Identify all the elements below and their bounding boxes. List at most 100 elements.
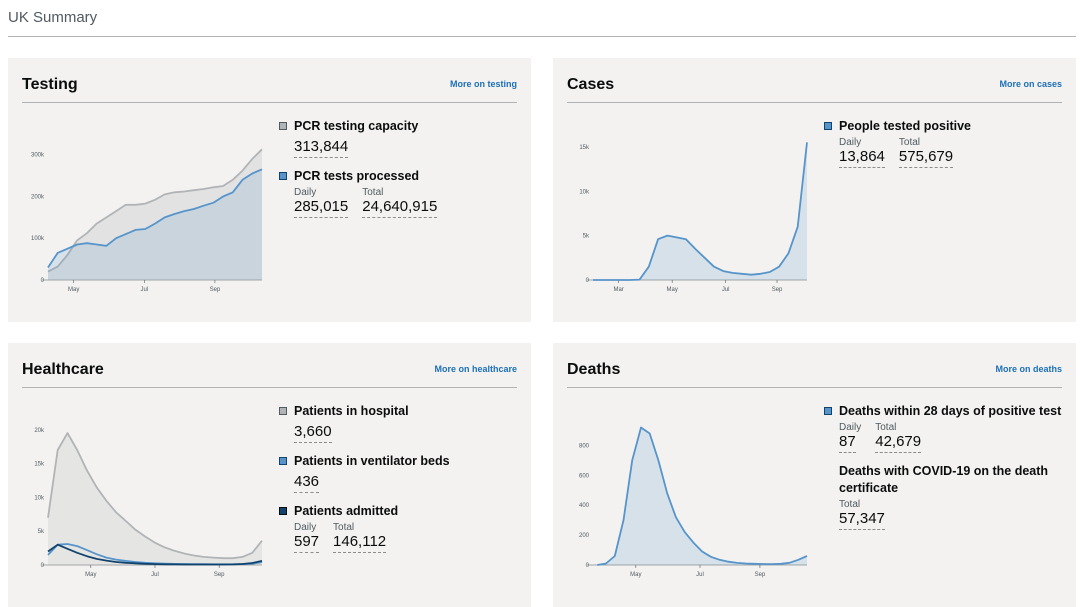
y-tick-label: 200 — [579, 533, 590, 539]
total-label: Total — [839, 499, 861, 510]
y-tick-label: 5k — [583, 234, 590, 240]
x-tick-label: May — [68, 287, 79, 293]
x-tick-label: Jul — [140, 287, 148, 293]
series-line — [593, 142, 808, 281]
metric-label: PCR tests processed — [294, 169, 420, 183]
grey-legend-swatch-icon — [279, 407, 287, 415]
x-tick-label: Sep — [772, 287, 783, 293]
x-tick-label: Mar — [614, 287, 624, 293]
total-label: Total — [362, 187, 384, 198]
y-tick-label: 400 — [579, 503, 590, 509]
daily-label: Daily — [839, 422, 862, 433]
series-area — [48, 433, 262, 565]
cases-card-header: Cases More on cases — [567, 74, 1062, 103]
metric-label: Patients in ventilator beds — [294, 454, 450, 468]
total-label: Total — [898, 137, 921, 148]
total-label: Total — [875, 422, 897, 433]
x-tick-label: Jul — [696, 572, 704, 578]
metric-people-tested-positive: People tested positive Daily 13,864 Total… — [824, 118, 1069, 168]
series-line — [47, 168, 263, 268]
x-tick-label: Sep — [214, 572, 225, 578]
healthcare-title: Healthcare — [22, 361, 104, 378]
metric-patients-admitted: Patients admitted Daily 597 Total 146,112 — [279, 503, 524, 553]
y-tick-label: 0 — [41, 563, 45, 569]
metric-label: PCR testing capacity — [294, 119, 419, 133]
total-label: Total — [333, 522, 355, 533]
daily-value[interactable]: 597 — [294, 533, 320, 553]
series-line — [47, 543, 263, 566]
daily-label: Daily — [839, 137, 862, 148]
series-area — [593, 142, 807, 280]
blue-legend-swatch-icon — [279, 172, 287, 180]
total-value[interactable]: 57,347 — [839, 510, 885, 530]
cases-chart[interactable]: 0 5k 10k 15k Mar May Jul Sep — [569, 130, 809, 305]
y-tick-label: 5k — [38, 529, 45, 535]
more-on-testing-link[interactable]: More on testing — [450, 79, 517, 89]
total-value[interactable]: 42,679 — [875, 433, 922, 453]
series-area — [48, 169, 262, 280]
metric-value[interactable]: 313,844 — [294, 138, 349, 158]
healthcare-chart[interactable]: 0 5k 10k 15k 20k May Jul Sep — [24, 415, 264, 590]
more-on-deaths-link[interactable]: More on deaths — [995, 364, 1062, 374]
metric-pcr-capacity: PCR testing capacity 313,844 — [279, 118, 524, 158]
blue-legend-swatch-icon — [824, 407, 832, 415]
title-divider — [8, 36, 1076, 37]
y-tick-label: 600 — [579, 473, 590, 479]
series-area — [48, 149, 262, 280]
metric-value[interactable]: 3,660 — [294, 423, 332, 443]
metric-patients-ventilator: Patients in ventilator beds 436 — [279, 453, 524, 493]
more-on-cases-link[interactable]: More on cases — [999, 79, 1062, 89]
total-value[interactable]: 575,679 — [898, 148, 954, 168]
y-tick-label: 10k — [579, 189, 590, 195]
cases-title: Cases — [567, 76, 615, 93]
y-tick-label: 15k — [579, 145, 590, 151]
blue-legend-swatch-icon — [279, 457, 287, 465]
healthcare-card-header: Healthcare More on healthcare — [22, 359, 517, 388]
y-tick-label: 0 — [586, 563, 590, 569]
testing-metrics: PCR testing capacity 313,844 PCR tests p… — [279, 118, 524, 228]
metric-deaths-certificate: Deaths with COVID-19 on the death certif… — [824, 463, 1069, 530]
daily-value[interactable]: 13,864 — [839, 148, 885, 168]
y-tick-label: 0 — [586, 278, 590, 284]
metric-label: Patients in hospital — [294, 404, 409, 418]
grey-legend-swatch-icon — [279, 122, 287, 130]
healthcare-metrics: Patients in hospital 3,660 Patients in v… — [279, 403, 524, 563]
total-value[interactable]: 24,640,915 — [362, 198, 438, 218]
testing-title: Testing — [22, 76, 78, 93]
deaths-card-header: Deaths More on deaths — [567, 359, 1062, 388]
y-tick-label: 300k — [31, 153, 45, 159]
x-tick-label: Jul — [151, 572, 159, 578]
deaths-chart[interactable]: 0 200 400 600 800 May Jul Sep — [569, 415, 809, 590]
metric-value[interactable]: 436 — [294, 473, 320, 493]
x-tick-label: Jul — [722, 287, 730, 293]
daily-label: Daily — [294, 522, 317, 533]
y-tick-label: 10k — [34, 495, 45, 501]
series-line — [597, 426, 808, 566]
y-tick-label: 15k — [34, 462, 45, 468]
y-tick-label: 0 — [41, 278, 45, 284]
metric-label: Deaths with COVID-19 on the death certif… — [839, 464, 1049, 495]
healthcare-card: Healthcare More on healthcare 0 5k 10k 15k 2… — [8, 343, 531, 607]
cases-card: Cases More on cases 0 5k 10k 15k Mar May Jul Se… — [553, 58, 1076, 322]
deaths-card: Deaths More on deaths 0 200 400 600 800 May Ju… — [553, 343, 1076, 607]
metric-deaths-within-28-days: Deaths within 28 days of positive test D… — [824, 403, 1069, 453]
series-area — [597, 427, 807, 565]
navy-legend-swatch-icon — [279, 507, 287, 515]
y-tick-label: 100k — [31, 236, 45, 242]
daily-value[interactable]: 87 — [839, 433, 856, 453]
testing-card-header: Testing More on testing — [22, 74, 517, 103]
more-on-healthcare-link[interactable]: More on healthcare — [434, 364, 517, 374]
series-line — [47, 432, 263, 560]
daily-label: Daily — [294, 187, 317, 198]
total-value[interactable]: 146,112 — [333, 533, 387, 553]
metric-label: Deaths within 28 days of positive test — [839, 404, 1062, 418]
x-tick-label: Sep — [210, 287, 221, 293]
metric-patients-in-hospital: Patients in hospital 3,660 — [279, 403, 524, 443]
blue-legend-swatch-icon — [824, 122, 832, 130]
series-line — [47, 148, 263, 273]
x-tick-label: May — [85, 572, 96, 578]
page-title: UK Summary — [8, 9, 98, 26]
x-tick-label: May — [630, 572, 641, 578]
testing-chart[interactable]: 0 100k 200k 300k May Jul Sep — [24, 130, 264, 305]
daily-value[interactable]: 285,015 — [294, 198, 349, 218]
